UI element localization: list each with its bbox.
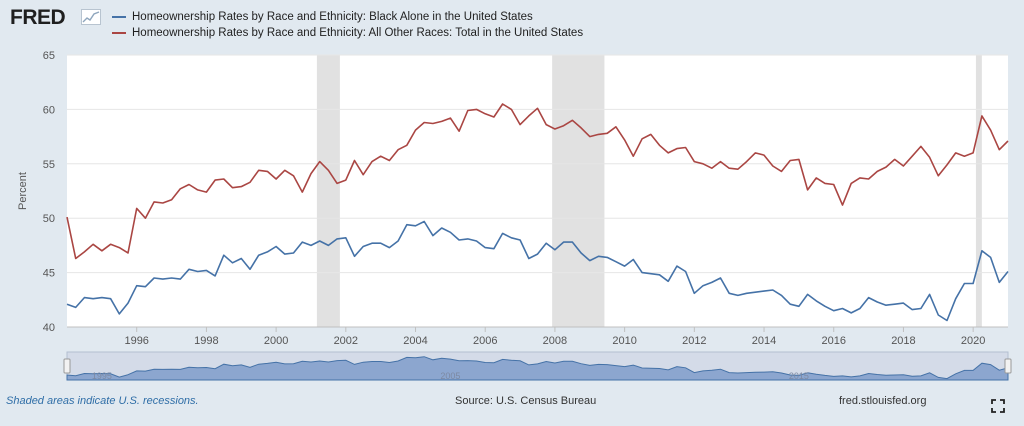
y-tick-label: 65 <box>43 50 55 62</box>
navigator-label: 2005 <box>440 371 460 381</box>
x-tick-label: 2020 <box>961 335 985 347</box>
y-tick-label: 55 <box>43 159 55 171</box>
recession-band <box>552 55 605 327</box>
x-tick-label: 2018 <box>891 335 915 347</box>
navigator-series-area <box>66 356 1009 381</box>
fred-logo[interactable]: FRED <box>10 6 66 29</box>
fullscreen-icon[interactable] <box>991 399 1005 413</box>
x-tick-label: 2010 <box>612 335 636 347</box>
y-tick-label: 50 <box>43 213 55 225</box>
x-tick-label: 2002 <box>334 335 358 347</box>
series-line-other <box>66 103 1009 260</box>
legend-swatch-black <box>112 16 126 18</box>
y-axis-label: Percent <box>17 172 29 210</box>
x-tick-label: 2012 <box>682 335 706 347</box>
legend-item-other[interactable]: Homeownership Rates by Race and Ethnicit… <box>112 25 583 41</box>
line-chart: 40 45 50 55 60 65 1996 1998 2000 2002 2004 2006 2008… <box>17 50 1009 347</box>
navigator-handle-left[interactable] <box>63 358 71 374</box>
y-tick-label: 60 <box>43 104 55 116</box>
plot-area <box>67 55 1008 327</box>
fred-chart-icon <box>81 9 101 25</box>
recession-note: Shaded areas indicate U.S. recessions. <box>6 395 199 407</box>
source-note: Source: U.S. Census Bureau <box>455 395 597 407</box>
x-tick-label: 1996 <box>124 335 148 347</box>
legend-label-black: Homeownership Rates by Race and Ethnicit… <box>132 11 533 23</box>
x-tick-label: 2004 <box>403 335 427 347</box>
recession-band <box>975 55 982 327</box>
legend-label-other: Homeownership Rates by Race and Ethnicit… <box>132 27 584 39</box>
y-tick-label: 40 <box>43 322 55 334</box>
legend-swatch-other <box>112 32 126 34</box>
x-tick-label: 2008 <box>543 335 567 347</box>
x-tick-label: 1998 <box>194 335 218 347</box>
x-tick-label: 2016 <box>821 335 845 347</box>
navigator-label: 1995 <box>92 371 112 381</box>
x-tick-label: 2014 <box>752 335 776 347</box>
navigator-label: 2015 <box>789 371 809 381</box>
x-tick-label: 2000 <box>264 335 288 347</box>
navigator-handle-right[interactable] <box>1004 358 1012 374</box>
series-line-black <box>66 220 1009 322</box>
y-tick-label: 45 <box>43 268 55 280</box>
range-navigator[interactable]: 1995 2005 2015 <box>0 350 1024 384</box>
chart-header: FRED Homeownership Rates by Race and Eth… <box>0 0 1024 44</box>
x-tick-label: 2006 <box>473 335 497 347</box>
recession-band <box>316 55 340 327</box>
legend-item-black[interactable]: Homeownership Rates by Race and Ethnicit… <box>112 9 533 25</box>
site-link[interactable]: fred.stlouisfed.org <box>839 395 927 407</box>
